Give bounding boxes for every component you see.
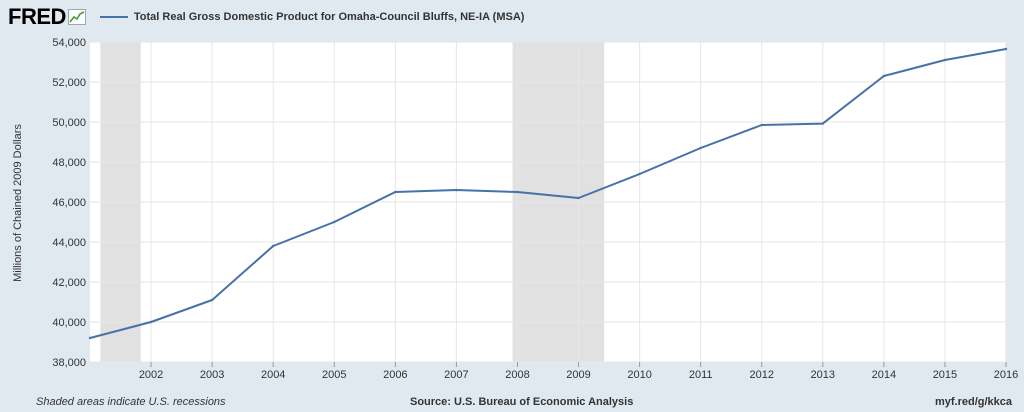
y-tick-label: 52,000 [52,77,86,89]
x-tick-label: 2012 [749,369,773,381]
x-tick-label: 2013 [811,369,835,381]
x-tick-label: 2007 [444,369,468,381]
chart-header: FRED Total Real Gross Domestic Product f… [8,4,524,30]
legend-swatch [99,16,128,18]
data-point [638,172,641,176]
x-tick-label: 2005 [322,369,346,381]
data-point [149,320,153,324]
x-tick-label: 2009 [566,369,590,381]
x-tick-label: 2004 [261,369,285,381]
y-tick-label: 46,000 [52,197,86,209]
data-point [882,74,886,78]
y-tick-label: 44,000 [52,237,86,249]
y-tick-label: 42,000 [52,277,86,289]
data-point [1004,47,1008,51]
data-point [88,336,92,340]
data-point [577,196,580,200]
fred-logo[interactable]: FRED [8,4,66,29]
data-point [516,190,519,194]
source-note[interactable]: Source: U.S. Bureau of Economic Analysis [410,396,634,408]
data-point [821,122,824,125]
data-point [455,188,458,192]
y-tick-label: 40,000 [52,317,86,329]
data-point [272,244,275,248]
legend-label[interactable]: Total Real Gross Domestic Product for Om… [133,11,525,23]
data-point [210,298,214,302]
y-tick-label: 48,000 [52,157,86,169]
recession-note: Shaded areas indicate U.S. recessions [36,396,226,408]
data-point [699,146,702,150]
y-tick-label: 50,000 [52,117,86,129]
short-url[interactable]: myf.red/g/kkca [934,396,1012,408]
x-tick-label: 2003 [200,369,224,381]
legend: Total Real Gross Domestic Product for Om… [99,11,525,23]
data-point [943,58,947,62]
x-tick-label: 2016 [994,369,1018,381]
x-tick-label: 2010 [627,369,651,381]
x-tick-label: 2011 [689,369,713,381]
x-tick-label: 2014 [872,369,896,381]
x-tick-label: 2008 [505,369,529,381]
y-tick-label: 54,000 [52,37,86,49]
fred-graph-icon [67,9,86,25]
x-tick-label: 2015 [933,369,957,381]
series-line-0 [89,48,1007,339]
y-tick-label: 38,000 [52,357,86,369]
x-tick-label: 2002 [139,369,163,381]
x-tick-label: 2006 [383,369,407,381]
data-point [760,123,763,127]
data-point [394,190,397,194]
data-point [333,220,336,224]
